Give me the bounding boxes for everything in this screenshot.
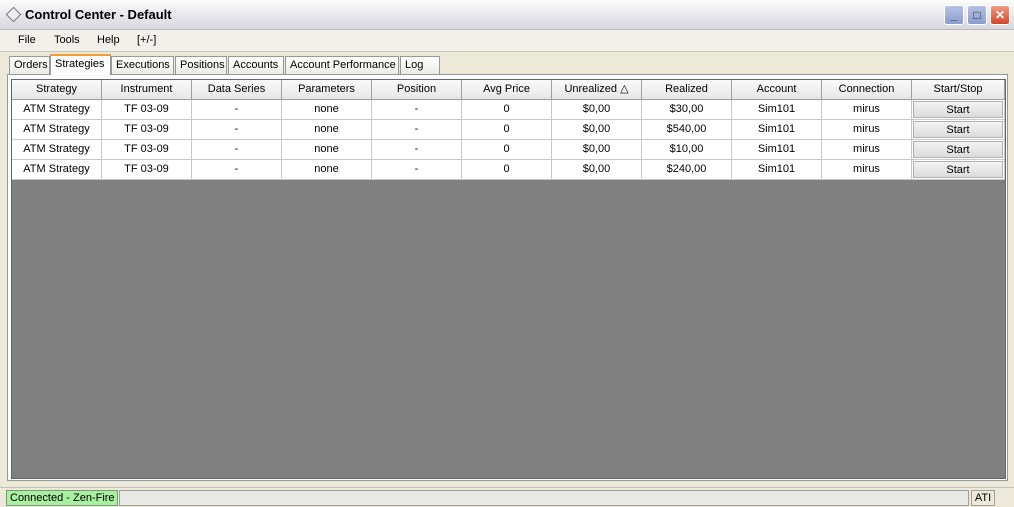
tab-orders[interactable]: Orders bbox=[9, 56, 50, 74]
cell-position: - bbox=[372, 160, 462, 180]
menu-tools[interactable]: Tools bbox=[54, 34, 80, 46]
menu-bar: File Tools Help [+/-] bbox=[0, 30, 1014, 52]
start-button[interactable]: Start bbox=[913, 161, 1003, 178]
cell-realized: $10,00 bbox=[642, 140, 732, 160]
cell-unrealized: $0,00 bbox=[552, 140, 642, 160]
cell-connection: mirus bbox=[822, 140, 912, 160]
cell-data-series: - bbox=[192, 160, 282, 180]
app-icon bbox=[5, 6, 22, 23]
tab-strategies[interactable]: Strategies bbox=[50, 54, 111, 75]
cell-instrument: TF 03-09 bbox=[102, 140, 192, 160]
cell-connection: mirus bbox=[822, 120, 912, 140]
tab-accounts[interactable]: Accounts bbox=[228, 56, 284, 74]
column-header-position[interactable]: Position bbox=[372, 80, 462, 100]
cell-data-series: - bbox=[192, 120, 282, 140]
connection-status: Connected - Zen-Fire bbox=[6, 490, 118, 506]
column-header-parameters[interactable]: Parameters bbox=[282, 80, 372, 100]
tab-positions[interactable]: Positions bbox=[175, 56, 227, 74]
cell-parameters: none bbox=[282, 100, 372, 120]
ati-indicator: ATI bbox=[971, 490, 995, 506]
table-header: Strategy Instrument Data Series Parameters P… bbox=[12, 80, 1005, 100]
cell-avg-price: 0 bbox=[462, 120, 552, 140]
status-message-panel bbox=[119, 490, 969, 506]
cell-parameters: none bbox=[282, 140, 372, 160]
column-header-connection[interactable]: Connection bbox=[822, 80, 912, 100]
cell-instrument: TF 03-09 bbox=[102, 100, 192, 120]
cell-strategy: ATM Strategy bbox=[12, 160, 102, 180]
minimize-button[interactable]: _ bbox=[944, 5, 964, 25]
table-row: ATM Strategy TF 03-09- none -0 $0,00 $540,00 S… bbox=[12, 120, 1005, 140]
cell-unrealized: $0,00 bbox=[552, 120, 642, 140]
cell-account: Sim101 bbox=[732, 120, 822, 140]
cell-position: - bbox=[372, 140, 462, 160]
cell-unrealized: $0,00 bbox=[552, 100, 642, 120]
cell-connection: mirus bbox=[822, 100, 912, 120]
cell-data-series: - bbox=[192, 100, 282, 120]
start-button[interactable]: Start bbox=[913, 121, 1003, 138]
cell-instrument: TF 03-09 bbox=[102, 160, 192, 180]
window-title: Control Center - Default bbox=[25, 7, 172, 22]
cell-position: - bbox=[372, 100, 462, 120]
cell-unrealized: $0,00 bbox=[552, 160, 642, 180]
column-header-start-stop[interactable]: Start/Stop bbox=[912, 80, 1005, 100]
cell-strategy: ATM Strategy bbox=[12, 140, 102, 160]
cell-parameters: none bbox=[282, 160, 372, 180]
cell-realized: $240,00 bbox=[642, 160, 732, 180]
column-header-realized[interactable]: Realized bbox=[642, 80, 732, 100]
menu-file[interactable]: File bbox=[18, 34, 36, 46]
cell-account: Sim101 bbox=[732, 140, 822, 160]
maximize-button[interactable]: □ bbox=[967, 5, 987, 25]
cell-instrument: TF 03-09 bbox=[102, 120, 192, 140]
start-stop-cell: Start bbox=[912, 120, 1005, 140]
start-stop-cell: Start bbox=[912, 140, 1005, 160]
column-header-unrealized[interactable]: Unrealized △ bbox=[552, 80, 642, 100]
cell-avg-price: 0 bbox=[462, 140, 552, 160]
cell-avg-price: 0 bbox=[462, 160, 552, 180]
menu-help[interactable]: Help bbox=[97, 34, 120, 46]
title-bar: Control Center - Default _ □ ✕ bbox=[0, 0, 1014, 30]
status-bar: Connected - Zen-Fire ATI bbox=[0, 487, 1014, 507]
cell-data-series: - bbox=[192, 140, 282, 160]
table-row: ATM Strategy TF 03-09- none -0 $0,00 $240,00 S… bbox=[12, 160, 1005, 180]
cell-avg-price: 0 bbox=[462, 100, 552, 120]
cell-account: Sim101 bbox=[732, 100, 822, 120]
start-button[interactable]: Start bbox=[913, 141, 1003, 158]
cell-connection: mirus bbox=[822, 160, 912, 180]
column-header-instrument[interactable]: Instrument bbox=[102, 80, 192, 100]
cell-strategy: ATM Strategy bbox=[12, 100, 102, 120]
tab-bar: Orders Strategies Executions Positions A… bbox=[0, 54, 1014, 75]
cell-position: - bbox=[372, 120, 462, 140]
start-stop-cell: Start bbox=[912, 100, 1005, 120]
cell-parameters: none bbox=[282, 120, 372, 140]
menu-toggle[interactable]: [+/-] bbox=[137, 34, 157, 46]
cell-realized: $540,00 bbox=[642, 120, 732, 140]
column-header-strategy[interactable]: Strategy bbox=[12, 80, 102, 100]
close-button[interactable]: ✕ bbox=[990, 5, 1010, 25]
tab-log[interactable]: Log bbox=[400, 56, 440, 74]
tab-account-performance[interactable]: Account Performance bbox=[285, 56, 399, 74]
column-header-data-series[interactable]: Data Series bbox=[192, 80, 282, 100]
cell-account: Sim101 bbox=[732, 160, 822, 180]
cell-realized: $30,00 bbox=[642, 100, 732, 120]
table-row: ATM Strategy TF 03-09- none -0 $0,00 $10,00 Si… bbox=[12, 140, 1005, 160]
tab-executions[interactable]: Executions bbox=[111, 56, 174, 74]
column-header-avg-price[interactable]: Avg Price bbox=[462, 80, 552, 100]
table-row: ATM Strategy TF 03-09- none -0 $0,00 $30,00 Si… bbox=[12, 100, 1005, 120]
start-button[interactable]: Start bbox=[913, 101, 1003, 118]
column-header-account[interactable]: Account bbox=[732, 80, 822, 100]
strategies-grid: Strategy Instrument Data Series Parameters P… bbox=[11, 79, 1006, 479]
cell-strategy: ATM Strategy bbox=[12, 120, 102, 140]
start-stop-cell: Start bbox=[912, 160, 1005, 180]
